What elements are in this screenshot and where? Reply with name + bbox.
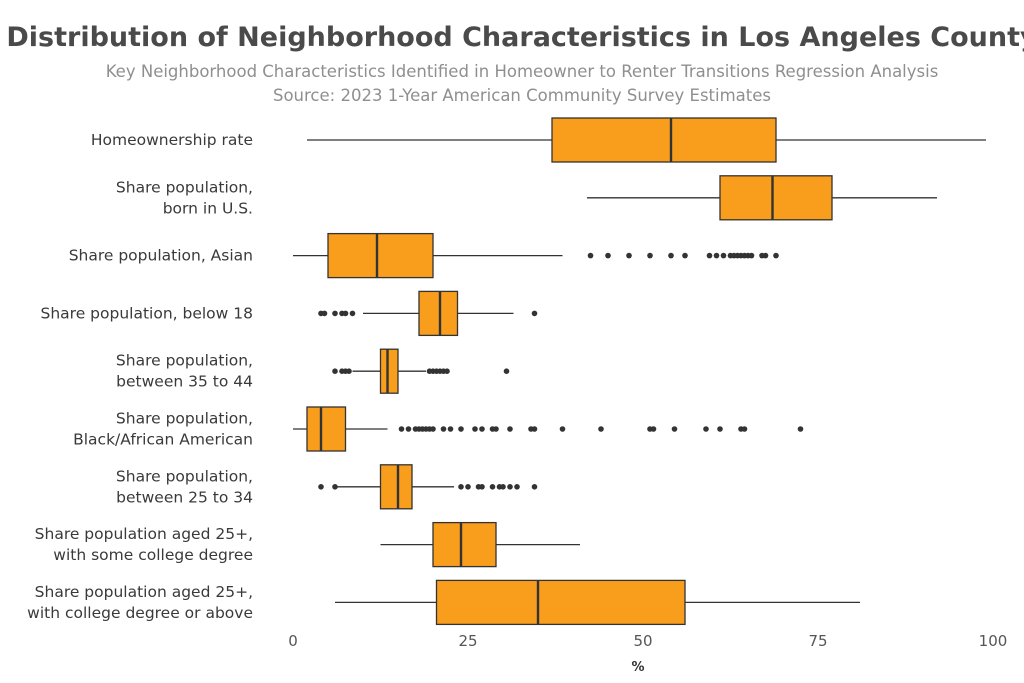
outlier-point	[587, 252, 594, 259]
box-group-6	[318, 464, 538, 510]
outlier-point	[458, 484, 464, 490]
category-label: Share population,	[116, 410, 253, 428]
box-group-0	[307, 117, 986, 163]
outlier-point	[332, 310, 338, 317]
box-group-4	[332, 348, 510, 394]
outlier-point	[489, 484, 496, 490]
iqr-box	[306, 406, 347, 452]
outlier-point	[762, 252, 769, 259]
outlier-point	[458, 426, 464, 432]
outlier-point	[503, 368, 510, 375]
outlier-point	[447, 426, 454, 432]
category-label: Share population,	[116, 178, 253, 196]
outlier-point	[507, 426, 513, 432]
category-label: with some college degree	[53, 546, 253, 564]
outlier-point	[444, 368, 450, 375]
iqr-box	[418, 290, 459, 337]
outlier-point	[500, 484, 506, 490]
outlier-point	[605, 252, 611, 259]
iqr-box	[379, 464, 413, 510]
outlier-point	[797, 426, 804, 432]
iqr-box	[432, 521, 497, 568]
outlier-point	[703, 426, 709, 432]
category-label: between 35 to 44	[116, 373, 253, 391]
outlier-point	[346, 368, 352, 375]
category-labels: Homeownership rate Share population, born …	[27, 131, 253, 622]
outlier-point	[713, 252, 720, 259]
outlier-point	[748, 252, 755, 259]
outlier-point	[706, 252, 713, 259]
outlier-point	[493, 426, 499, 432]
outlier-point	[773, 252, 779, 259]
outlier-point	[405, 426, 412, 432]
box-group-5	[293, 406, 804, 452]
category-label: Black/African American	[73, 431, 253, 449]
outlier-point	[647, 252, 653, 259]
iqr-box	[719, 175, 833, 221]
outlier-point	[717, 426, 723, 432]
chart-subtitle-line-1: Key Neighborhood Characteristics Identif…	[106, 62, 939, 81]
x-tick-label: 75	[808, 632, 827, 650]
outlier-point	[479, 426, 485, 432]
iqr-box	[327, 232, 434, 279]
iqr-box	[551, 117, 777, 163]
iqr-box	[435, 579, 686, 626]
outlier-point	[342, 310, 349, 317]
box-group-1	[587, 175, 937, 221]
x-axis-title: %	[631, 660, 644, 675]
outlier-point	[430, 426, 436, 432]
box-group-8	[335, 579, 860, 626]
outlier-point	[332, 368, 338, 375]
category-label: between 25 to 34	[116, 488, 253, 506]
iqr-box	[379, 348, 399, 394]
chart-title: Distribution of Neighborhood Characteris…	[6, 22, 1024, 53]
outlier-point	[472, 426, 478, 432]
x-tick-label: 25	[458, 632, 477, 650]
box-group-2	[293, 232, 779, 279]
outlier-point	[514, 484, 520, 490]
x-tick-label: 100	[979, 632, 1008, 650]
outlier-point	[741, 426, 748, 432]
outlier-point	[626, 252, 632, 259]
outlier-point	[531, 426, 538, 432]
category-label: Share population aged 25+,	[35, 525, 253, 543]
outlier-point	[398, 426, 405, 432]
outlier-point	[531, 310, 538, 317]
x-tick-label: 50	[633, 632, 652, 650]
outlier-point	[682, 252, 688, 259]
outlier-point	[332, 484, 338, 490]
category-label: Share population,	[116, 467, 253, 485]
outlier-point	[650, 426, 657, 432]
outlier-point	[321, 310, 328, 317]
category-label: Share population, below 18	[41, 304, 253, 322]
outlier-point	[671, 426, 678, 432]
box-group-3	[318, 290, 538, 337]
category-label: born in U.S.	[163, 199, 253, 217]
outlier-point	[507, 484, 513, 490]
chart-subtitle-line-2: Source: 2023 1-Year American Community S…	[273, 86, 771, 105]
category-label: with college degree or above	[27, 604, 253, 622]
outlier-point	[440, 426, 447, 432]
outlier-point	[349, 310, 356, 317]
outlier-point	[531, 484, 538, 490]
outlier-point	[479, 484, 485, 490]
outlier-point	[720, 252, 727, 259]
outlier-point	[465, 484, 471, 490]
outlier-point	[318, 484, 324, 490]
category-label: Share population aged 25+,	[35, 583, 253, 601]
category-label: Share population, Asian	[69, 247, 253, 265]
outlier-point	[559, 426, 566, 432]
x-axis: 0 25 50 75 100	[288, 632, 1007, 650]
x-tick-label: 0	[288, 632, 298, 650]
outlier-point	[598, 426, 604, 432]
plot-area	[293, 117, 986, 626]
category-label: Share population,	[116, 352, 253, 370]
box-group-7	[380, 521, 580, 568]
outlier-point	[668, 252, 674, 259]
category-label: Homeownership rate	[91, 131, 253, 149]
